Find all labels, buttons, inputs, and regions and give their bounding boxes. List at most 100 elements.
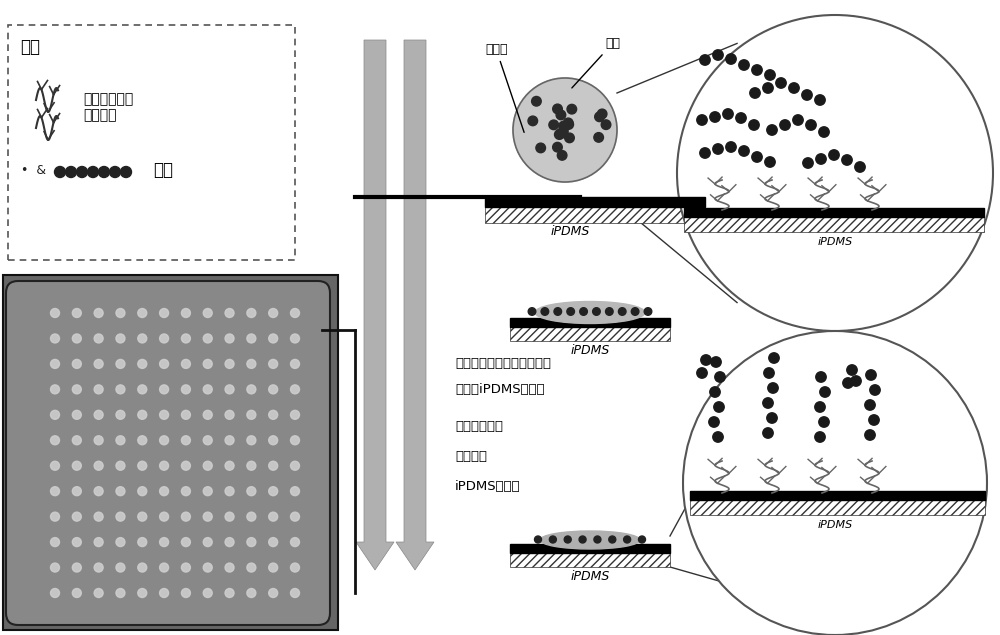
Circle shape	[181, 563, 190, 572]
Circle shape	[247, 486, 256, 496]
Circle shape	[556, 129, 565, 138]
Bar	[684, 208, 984, 217]
Bar	[690, 491, 985, 500]
Circle shape	[51, 309, 60, 318]
Circle shape	[51, 589, 60, 598]
Circle shape	[553, 104, 562, 114]
Circle shape	[138, 309, 147, 318]
Circle shape	[793, 115, 803, 125]
Circle shape	[51, 410, 60, 419]
Circle shape	[710, 112, 720, 122]
Bar	[3, 275, 338, 630]
Circle shape	[138, 538, 147, 547]
Circle shape	[865, 400, 875, 410]
Ellipse shape	[540, 531, 640, 549]
Circle shape	[138, 512, 147, 521]
Circle shape	[842, 155, 852, 165]
Circle shape	[803, 158, 813, 168]
Ellipse shape	[535, 302, 645, 323]
Circle shape	[631, 308, 639, 316]
Circle shape	[116, 385, 125, 394]
Circle shape	[644, 308, 652, 316]
Circle shape	[700, 55, 710, 65]
Circle shape	[624, 536, 631, 543]
Text: iPDMS: iPDMS	[550, 225, 590, 238]
Circle shape	[181, 538, 190, 547]
Circle shape	[769, 353, 779, 363]
Circle shape	[160, 334, 169, 343]
Circle shape	[564, 119, 574, 130]
Circle shape	[94, 512, 103, 521]
Circle shape	[203, 309, 212, 318]
Circle shape	[752, 152, 762, 162]
Circle shape	[247, 410, 256, 419]
Circle shape	[72, 410, 81, 419]
Circle shape	[51, 385, 60, 394]
Circle shape	[536, 143, 545, 152]
Circle shape	[138, 563, 147, 572]
Circle shape	[593, 308, 600, 316]
Circle shape	[559, 126, 568, 136]
FancyBboxPatch shape	[6, 281, 330, 625]
Circle shape	[181, 385, 190, 394]
Circle shape	[269, 512, 278, 521]
Circle shape	[247, 436, 256, 444]
Bar	[510, 553, 670, 567]
Circle shape	[72, 486, 81, 496]
Circle shape	[247, 589, 256, 598]
Circle shape	[749, 120, 759, 130]
Circle shape	[290, 538, 300, 547]
Circle shape	[765, 157, 775, 167]
Circle shape	[116, 359, 125, 368]
Circle shape	[683, 331, 987, 635]
Circle shape	[94, 486, 103, 496]
Circle shape	[750, 88, 760, 98]
Circle shape	[203, 359, 212, 368]
Circle shape	[819, 417, 829, 427]
Circle shape	[269, 334, 278, 343]
FancyArrow shape	[356, 40, 394, 570]
Text: 底膜（iPDMS）反应: 底膜（iPDMS）反应	[455, 383, 545, 396]
Circle shape	[247, 309, 256, 318]
Circle shape	[290, 436, 300, 444]
Circle shape	[72, 563, 81, 572]
Circle shape	[559, 121, 568, 131]
Circle shape	[855, 162, 865, 172]
Circle shape	[290, 461, 300, 471]
Circle shape	[225, 334, 234, 343]
Circle shape	[870, 385, 880, 395]
Circle shape	[51, 334, 60, 343]
Circle shape	[806, 120, 816, 130]
Bar	[690, 500, 985, 515]
Text: 多肽: 多肽	[572, 37, 620, 88]
Circle shape	[203, 385, 212, 394]
Circle shape	[247, 461, 256, 471]
Circle shape	[609, 536, 616, 543]
Circle shape	[290, 486, 300, 496]
Circle shape	[181, 486, 190, 496]
Circle shape	[120, 166, 132, 178]
Circle shape	[138, 589, 147, 598]
Circle shape	[697, 368, 707, 378]
Circle shape	[713, 144, 723, 154]
Circle shape	[513, 78, 617, 182]
Circle shape	[726, 54, 736, 64]
Circle shape	[269, 385, 278, 394]
Circle shape	[763, 428, 773, 438]
Circle shape	[290, 512, 300, 521]
Circle shape	[51, 359, 60, 368]
Circle shape	[109, 166, 120, 178]
Circle shape	[594, 133, 603, 142]
Circle shape	[816, 372, 826, 382]
Circle shape	[225, 563, 234, 572]
Circle shape	[72, 334, 81, 343]
Text: 键固定于: 键固定于	[455, 450, 487, 463]
Circle shape	[138, 436, 147, 444]
Bar	[684, 217, 984, 232]
Circle shape	[700, 148, 710, 158]
Circle shape	[247, 512, 256, 521]
Circle shape	[829, 150, 839, 160]
Circle shape	[225, 385, 234, 394]
Circle shape	[225, 512, 234, 521]
Circle shape	[225, 410, 234, 419]
